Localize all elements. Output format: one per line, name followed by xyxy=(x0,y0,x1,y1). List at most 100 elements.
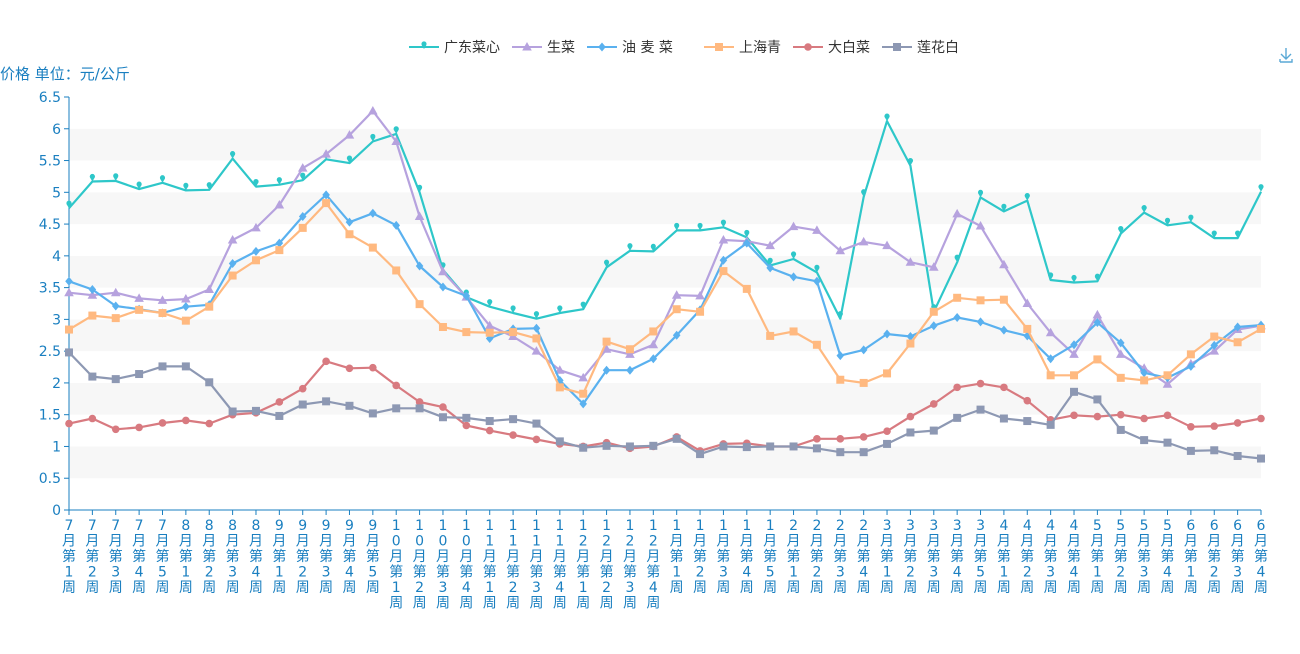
data-point xyxy=(65,419,73,428)
data-point xyxy=(345,230,354,239)
y-tick-label: 2 xyxy=(52,376,61,392)
data-point xyxy=(181,316,190,325)
legend-label: 生菜 xyxy=(547,40,575,56)
y-tick-label: 1 xyxy=(52,439,61,455)
data-point xyxy=(392,220,401,230)
x-tick-label: 9 月第 3 周 xyxy=(319,518,333,596)
data-point xyxy=(1046,371,1055,380)
data-point xyxy=(1257,414,1265,423)
x-tick-label: 7 月第 4 周 xyxy=(132,518,146,596)
legend-item[interactable]: 上海青 xyxy=(704,40,781,56)
data-point xyxy=(929,400,938,408)
data-point xyxy=(344,130,355,139)
data-point xyxy=(369,208,377,218)
data-point xyxy=(1023,324,1032,333)
data-point xyxy=(251,256,260,265)
data-point xyxy=(298,400,307,409)
x-tick-label: 9 月第 5 周 xyxy=(366,518,380,596)
x-tick-label: 6 月第 1 周 xyxy=(1184,518,1198,596)
data-point xyxy=(1093,395,1102,404)
data-point xyxy=(438,266,448,276)
download-icon[interactable] xyxy=(1279,48,1293,63)
data-point xyxy=(814,264,820,273)
y-tick-label: 5 xyxy=(52,185,61,201)
data-point xyxy=(533,311,540,319)
data-point xyxy=(111,314,120,323)
data-point xyxy=(88,285,97,295)
legend-item[interactable]: 大白菜 xyxy=(793,40,870,56)
data-point xyxy=(66,200,72,209)
data-point xyxy=(905,257,916,266)
data-point xyxy=(439,403,447,411)
data-point xyxy=(1092,309,1103,319)
data-point xyxy=(906,428,915,437)
data-point xyxy=(859,448,868,457)
data-point xyxy=(790,251,797,260)
data-point xyxy=(1048,272,1054,280)
data-point xyxy=(462,413,471,422)
data-point xyxy=(345,217,354,227)
legend-item[interactable]: 广东菜心 xyxy=(409,40,500,56)
data-point xyxy=(275,238,284,248)
data-point xyxy=(111,425,120,434)
data-point xyxy=(1186,446,1195,455)
data-point xyxy=(531,346,542,355)
data-point xyxy=(485,426,494,435)
series-line xyxy=(68,202,1262,395)
data-point xyxy=(906,339,915,348)
data-point xyxy=(509,431,517,439)
data-point xyxy=(274,200,285,209)
series-0 xyxy=(66,113,1264,320)
data-point xyxy=(111,301,120,311)
data-point xyxy=(766,263,774,273)
data-point xyxy=(462,421,471,430)
x-tick-label: 1 月第 4 周 xyxy=(740,518,754,596)
data-point xyxy=(1210,332,1219,341)
data-point xyxy=(1162,379,1173,388)
data-point xyxy=(182,416,190,425)
x-tick-label: 3 月第 2 周 xyxy=(903,518,917,596)
y-tick-label: 4 xyxy=(52,249,61,265)
data-point xyxy=(603,259,610,268)
x-tick-label: 7 月第 3 周 xyxy=(109,518,123,596)
legend-item[interactable]: 莲花白 xyxy=(882,40,959,56)
legend[interactable]: 广东菜心 生菜 油 麦 菜 上海青 大白菜 莲花白 xyxy=(409,40,959,56)
data-point xyxy=(1070,387,1079,396)
data-point xyxy=(64,287,74,297)
legend-item[interactable]: 油 麦 菜 xyxy=(587,40,673,56)
data-point xyxy=(742,284,751,293)
data-point xyxy=(744,229,750,238)
data-point xyxy=(1140,368,1148,378)
x-tick-label: 9 月第 2 周 xyxy=(296,518,310,596)
data-point xyxy=(1233,419,1242,427)
data-point xyxy=(672,434,681,443)
data-point xyxy=(252,246,260,256)
data-point xyxy=(368,105,378,115)
legend-item[interactable]: 生菜 xyxy=(512,40,575,56)
data-point xyxy=(206,182,212,190)
data-point xyxy=(484,320,495,330)
data-point xyxy=(1116,338,1125,348)
data-point xyxy=(89,173,95,182)
data-point xyxy=(1186,350,1195,359)
x-tick-label: 5 月第 1 周 xyxy=(1090,518,1104,596)
data-point xyxy=(836,435,845,443)
data-point xyxy=(1023,417,1032,426)
data-point xyxy=(322,190,330,200)
x-tick-label: 8 月第 1 周 xyxy=(179,518,193,596)
x-tick-label: 6 月第 3 周 xyxy=(1231,518,1245,596)
data-point xyxy=(625,349,635,358)
legend-symbol xyxy=(893,43,901,51)
x-tick-label: 4 月第 3 周 xyxy=(1044,518,1058,596)
grid-band xyxy=(69,97,1261,129)
data-point xyxy=(859,433,868,441)
data-point xyxy=(415,404,424,413)
data-point xyxy=(275,398,284,406)
data-point xyxy=(1022,298,1033,307)
data-point xyxy=(929,426,938,435)
x-tick-label: 1 0 月第 1 周 xyxy=(389,518,403,612)
y-tick-label: 4.5 xyxy=(39,217,61,233)
data-point xyxy=(230,151,236,159)
data-point xyxy=(975,220,986,230)
